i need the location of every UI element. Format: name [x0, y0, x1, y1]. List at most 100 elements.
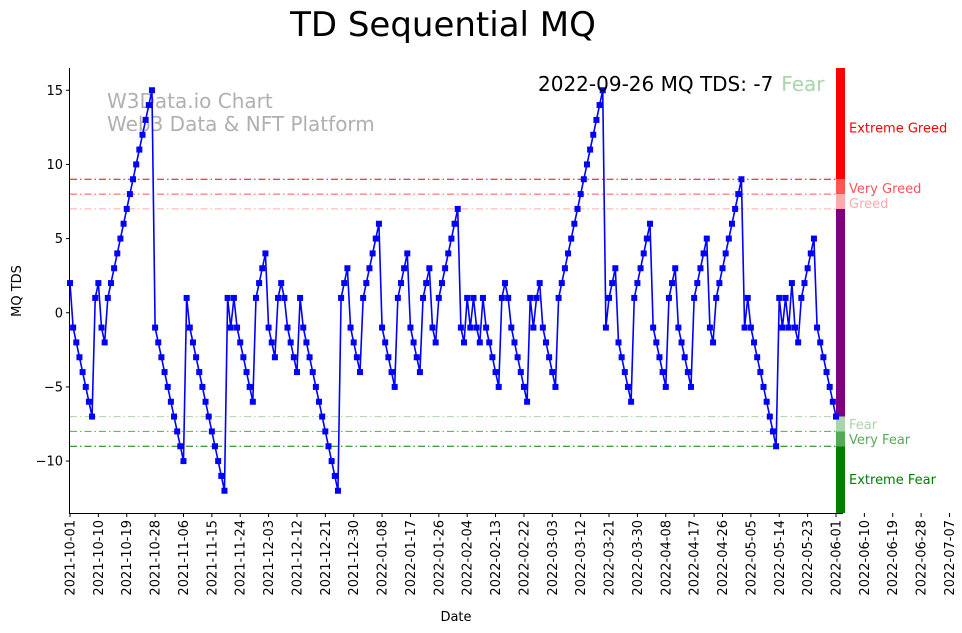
zone-label: Extreme Greed [849, 121, 947, 136]
data-point [404, 250, 411, 257]
data-point [653, 339, 660, 346]
data-point [722, 250, 729, 257]
data-point [167, 398, 174, 405]
x-tick-label: 2021-10-10 [92, 520, 107, 596]
data-point [536, 280, 543, 287]
data-point [372, 235, 379, 242]
x-tick-label: 2022-06-01 [830, 520, 845, 596]
data-point [322, 428, 329, 435]
data-point [747, 324, 754, 331]
data-point [514, 354, 521, 361]
watermark-line-1: W3Data.io Chart [107, 89, 273, 113]
data-point [735, 191, 742, 198]
data-point [70, 324, 77, 331]
x-tick-label: 2021-12-03 [262, 520, 277, 596]
data-point [142, 116, 149, 123]
x-tick-label: 2022-01-17 [404, 520, 419, 596]
data-point [284, 324, 291, 331]
data-point [728, 220, 735, 227]
data-point [833, 413, 839, 420]
y-tick-label: 15 [46, 84, 63, 99]
data-point [788, 280, 795, 287]
data-point [177, 443, 184, 450]
x-tick-label: 2022-03-03 [546, 520, 561, 596]
data-point [347, 324, 354, 331]
data-point [420, 294, 427, 301]
data-point [246, 383, 253, 390]
data-point [281, 294, 288, 301]
y-tick-label: 5 [55, 232, 63, 247]
data-point [344, 265, 351, 272]
data-point [760, 383, 767, 390]
data-point [161, 369, 168, 376]
data-point [148, 87, 155, 94]
x-tick-label: 2022-04-08 [659, 520, 674, 596]
data-point [249, 398, 256, 405]
data-point [107, 280, 114, 287]
x-tick-label: 2022-06-28 [915, 520, 930, 596]
x-tick-label: 2021-12-21 [319, 520, 334, 596]
data-point [350, 339, 357, 346]
data-point [130, 176, 137, 183]
data-point [675, 324, 682, 331]
data-point [136, 146, 143, 153]
data-point [467, 324, 474, 331]
data-point [89, 413, 96, 420]
data-point [558, 280, 565, 287]
y-tick-label: 10 [46, 158, 63, 173]
data-point [448, 235, 455, 242]
data-point [278, 280, 285, 287]
data-point [773, 443, 780, 450]
data-point [202, 398, 209, 405]
data-point [432, 339, 439, 346]
data-point [252, 294, 259, 301]
data-point [300, 324, 307, 331]
data-point [631, 294, 638, 301]
data-point [785, 324, 792, 331]
data-point [256, 280, 263, 287]
data-point [221, 487, 228, 494]
data-point [542, 339, 549, 346]
data-point [331, 472, 338, 479]
data-point [618, 354, 625, 361]
data-point [798, 294, 805, 301]
data-point [546, 354, 553, 361]
data-point [817, 339, 824, 346]
data-point [445, 250, 452, 257]
data-point [498, 294, 505, 301]
data-point [804, 265, 811, 272]
data-point [407, 324, 414, 331]
zone-label: Greed [849, 197, 888, 212]
data-point [391, 383, 398, 390]
data-point [341, 280, 348, 287]
data-point [215, 458, 222, 465]
data-point [360, 294, 367, 301]
data-point [751, 339, 758, 346]
x-tick-label: 2021-11-15 [205, 520, 220, 596]
status-label: Fear [781, 72, 825, 96]
data-point [363, 280, 370, 287]
data-point [687, 383, 694, 390]
data-point [426, 265, 433, 272]
data-point [502, 280, 509, 287]
x-tick-label: 2022-05-23 [801, 520, 816, 596]
data-point [309, 369, 316, 376]
data-point [691, 294, 698, 301]
data-point [189, 339, 196, 346]
data-point [782, 294, 789, 301]
data-point [738, 176, 745, 183]
data-point [744, 294, 751, 301]
data-point [451, 220, 458, 227]
data-point [133, 161, 140, 168]
data-point [454, 205, 461, 212]
data-point [268, 339, 275, 346]
data-point [533, 294, 540, 301]
data-point [353, 354, 360, 361]
data-point [763, 398, 770, 405]
x-tick-label: 2022-01-08 [376, 520, 391, 596]
data-point [375, 220, 382, 227]
zone-label: Fear [849, 418, 878, 433]
zone-bar-segment [836, 179, 845, 195]
data-point [152, 324, 159, 331]
